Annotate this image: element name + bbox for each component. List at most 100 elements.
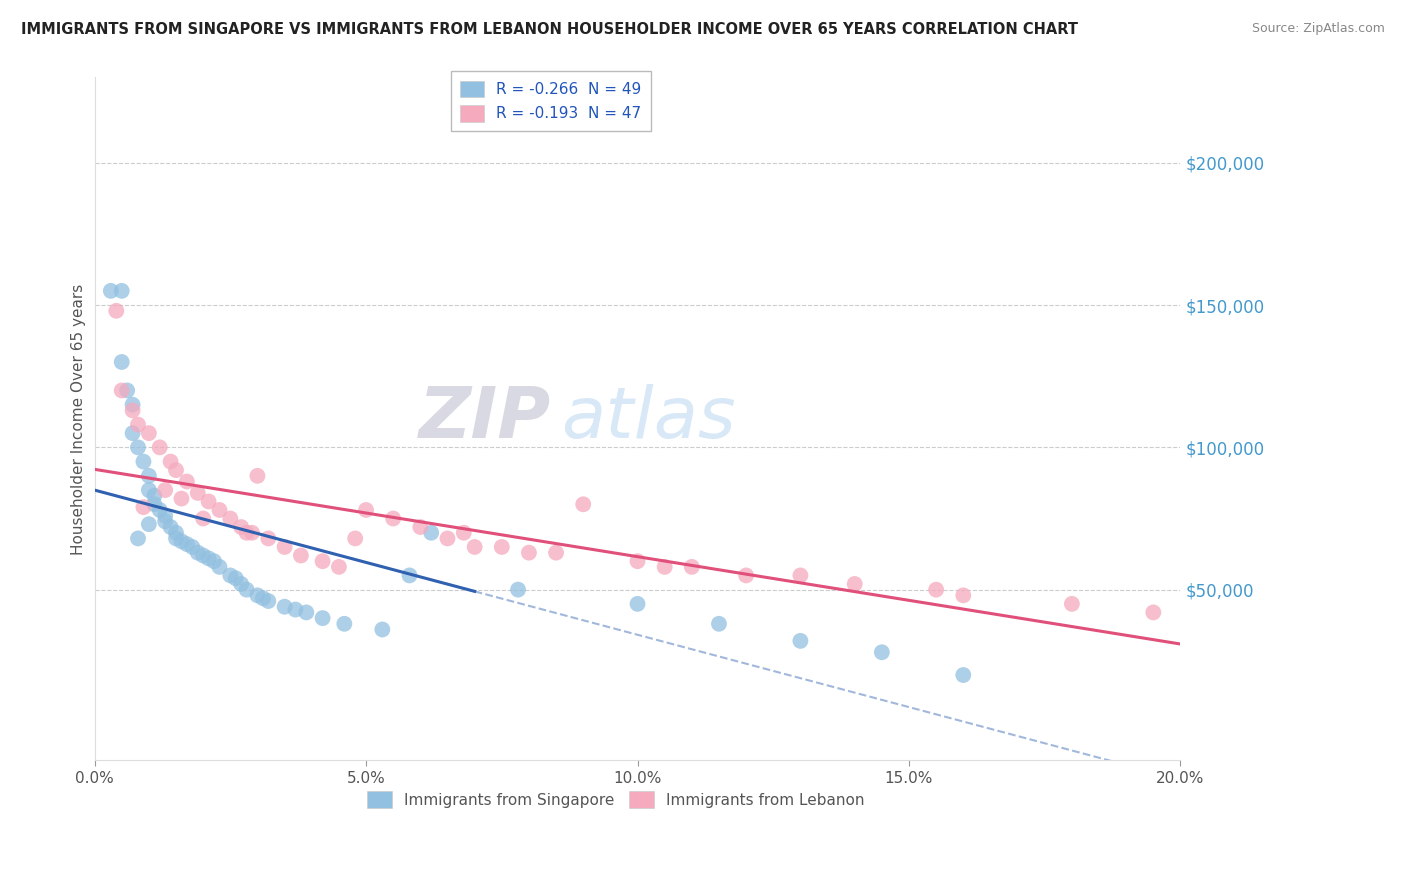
Point — [159, 520, 181, 534]
Point — [517, 546, 540, 560]
Point — [707, 616, 730, 631]
Point — [153, 508, 176, 523]
Point — [273, 540, 295, 554]
Point — [626, 554, 648, 568]
Point — [235, 525, 257, 540]
Point — [170, 491, 193, 506]
Point — [143, 497, 166, 511]
Point — [138, 517, 160, 532]
Point — [789, 633, 811, 648]
Point — [654, 560, 676, 574]
Legend: Immigrants from Singapore, Immigrants from Lebanon: Immigrants from Singapore, Immigrants fr… — [361, 785, 870, 814]
Point — [398, 568, 420, 582]
Point — [328, 560, 350, 574]
Point — [127, 441, 149, 455]
Point — [506, 582, 529, 597]
Point — [295, 606, 318, 620]
Point — [111, 355, 134, 369]
Point — [165, 463, 187, 477]
Point — [197, 494, 219, 508]
Point — [100, 284, 122, 298]
Point — [284, 602, 307, 616]
Point — [231, 520, 253, 534]
Point — [436, 532, 458, 546]
Point — [453, 525, 475, 540]
Point — [153, 483, 176, 497]
Point — [191, 511, 214, 525]
Point — [225, 571, 247, 585]
Point — [138, 468, 160, 483]
Point — [111, 284, 134, 298]
Point — [273, 599, 295, 614]
Text: IMMIGRANTS FROM SINGAPORE VS IMMIGRANTS FROM LEBANON HOUSEHOLDER INCOME OVER 65 : IMMIGRANTS FROM SINGAPORE VS IMMIGRANTS … — [21, 22, 1078, 37]
Point — [170, 534, 193, 549]
Point — [952, 668, 974, 682]
Point — [257, 594, 280, 608]
Point — [187, 546, 209, 560]
Point — [257, 532, 280, 546]
Point — [311, 611, 333, 625]
Point — [127, 417, 149, 432]
Point — [219, 568, 242, 582]
Point — [143, 489, 166, 503]
Point — [121, 398, 143, 412]
Point — [197, 551, 219, 566]
Point — [420, 525, 443, 540]
Point — [121, 403, 143, 417]
Point — [246, 588, 269, 602]
Point — [111, 384, 134, 398]
Point — [382, 511, 405, 525]
Point — [121, 426, 143, 441]
Point — [1060, 597, 1083, 611]
Point — [371, 623, 394, 637]
Point — [181, 540, 204, 554]
Point — [159, 454, 181, 468]
Point — [409, 520, 432, 534]
Point — [246, 468, 269, 483]
Point — [138, 483, 160, 497]
Point — [219, 511, 242, 525]
Text: ZIP: ZIP — [419, 384, 551, 453]
Point — [844, 577, 866, 591]
Point — [870, 645, 893, 659]
Point — [231, 577, 253, 591]
Point — [105, 303, 128, 318]
Point — [735, 568, 758, 582]
Text: Source: ZipAtlas.com: Source: ZipAtlas.com — [1251, 22, 1385, 36]
Point — [132, 454, 155, 468]
Point — [290, 549, 312, 563]
Point — [191, 549, 214, 563]
Point — [165, 525, 187, 540]
Y-axis label: Householder Income Over 65 years: Householder Income Over 65 years — [72, 284, 86, 555]
Point — [1142, 606, 1164, 620]
Point — [464, 540, 486, 554]
Point — [165, 532, 187, 546]
Point — [115, 384, 138, 398]
Point — [153, 514, 176, 528]
Point — [235, 582, 257, 597]
Point — [311, 554, 333, 568]
Point — [344, 532, 367, 546]
Point — [626, 597, 648, 611]
Point — [202, 554, 225, 568]
Point — [149, 441, 172, 455]
Point — [925, 582, 948, 597]
Point — [789, 568, 811, 582]
Point — [546, 546, 568, 560]
Point — [127, 532, 149, 546]
Point — [354, 503, 377, 517]
Point — [952, 588, 974, 602]
Point — [208, 560, 231, 574]
Point — [132, 500, 155, 515]
Point — [572, 497, 595, 511]
Point — [333, 616, 356, 631]
Point — [208, 503, 231, 517]
Point — [681, 560, 703, 574]
Point — [149, 503, 172, 517]
Point — [491, 540, 513, 554]
Point — [138, 426, 160, 441]
Point — [240, 525, 263, 540]
Text: atlas: atlas — [561, 384, 737, 453]
Point — [252, 591, 274, 606]
Point — [176, 537, 198, 551]
